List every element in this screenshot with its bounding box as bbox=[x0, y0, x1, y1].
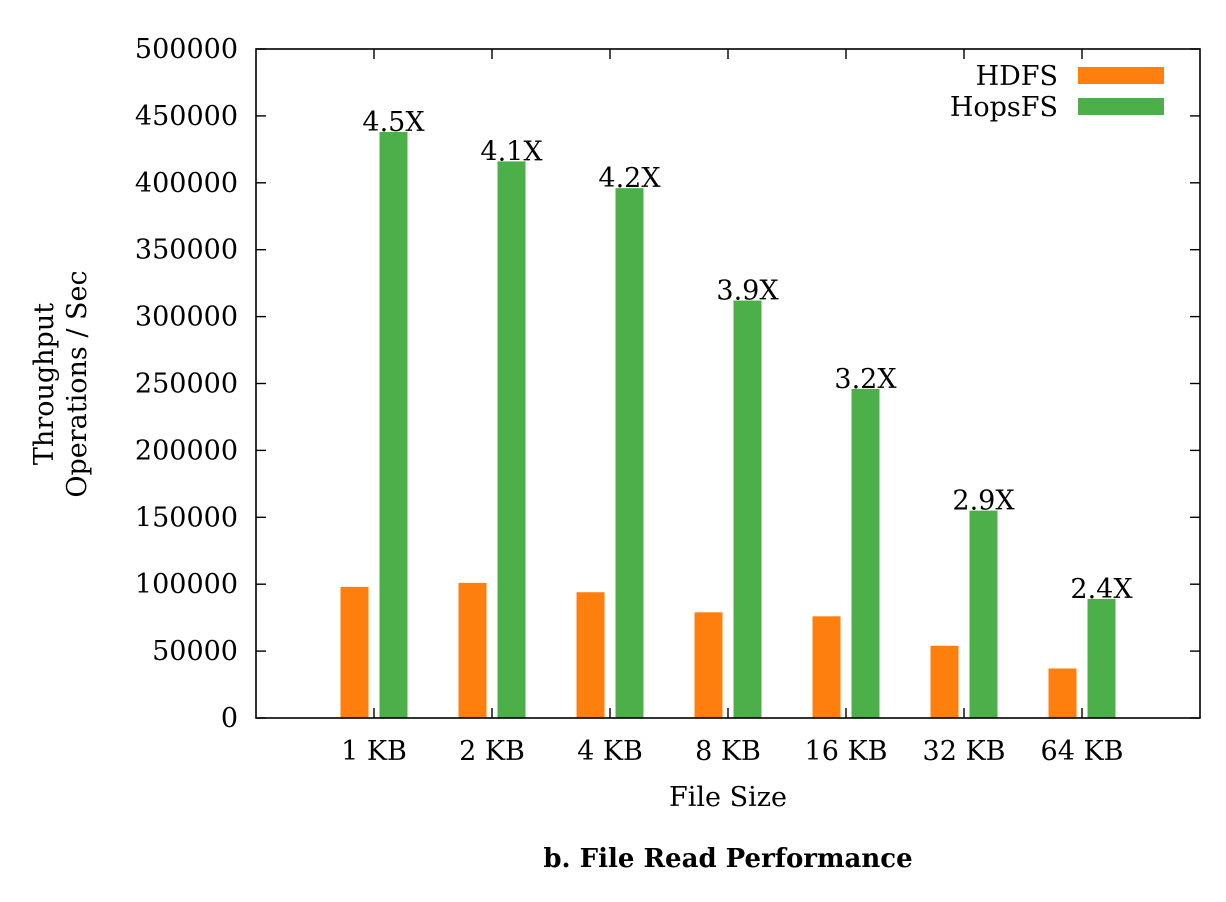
bar-hdfs-2kb bbox=[458, 582, 487, 718]
bar-hdfs-64kb bbox=[1048, 668, 1077, 718]
x-tick-label: 2 KB bbox=[459, 736, 525, 767]
x-tick-label: 64 KB bbox=[1041, 736, 1124, 767]
y-tick-label: 400000 bbox=[135, 168, 238, 199]
y-tick-label: 250000 bbox=[135, 369, 238, 400]
bar-hdfs-16kb bbox=[812, 616, 841, 718]
y-tick-label: 500000 bbox=[135, 34, 238, 65]
bar-hopsfs-16kb bbox=[851, 388, 880, 718]
bar-hopsfs-8kb bbox=[733, 300, 762, 718]
y-tick-label: 100000 bbox=[135, 569, 238, 600]
y-axis-label-line-1: Throughput bbox=[29, 303, 60, 465]
plot-frame bbox=[255, 48, 1201, 719]
axis-ticks: 0 50000 100000 150000 200000 250000 300000 3500… bbox=[135, 34, 1200, 767]
bar-hopsfs-1kb bbox=[379, 131, 408, 718]
ratio-label: 3.9X bbox=[716, 276, 779, 307]
bars bbox=[340, 131, 1116, 719]
y-tick-label: 300000 bbox=[135, 302, 238, 333]
x-tick-label: 32 KB bbox=[923, 736, 1006, 767]
chart-caption: b. File Read Performance bbox=[543, 844, 912, 874]
bar-hdfs-4kb bbox=[576, 592, 605, 718]
y-tick-label: 200000 bbox=[135, 435, 238, 466]
ratio-label: 3.2X bbox=[834, 364, 897, 395]
legend-label-hdfs: HDFS bbox=[976, 61, 1058, 92]
y-tick-label: 350000 bbox=[135, 235, 238, 266]
ratio-label: 2.9X bbox=[952, 486, 1015, 517]
y-axis-label-line-2: Operations / Sec bbox=[62, 270, 93, 497]
legend-label-hopsfs: HopsFS bbox=[950, 92, 1058, 123]
bar-hopsfs-4kb bbox=[615, 188, 644, 719]
bar-hdfs-1kb bbox=[340, 586, 369, 718]
x-tick-label: 16 KB bbox=[805, 736, 888, 767]
ratio-annotations: 4.5X 4.1X 4.2X 3.9X 3.2X 2.9X 2.4X bbox=[362, 107, 1133, 605]
y-tick-label: 450000 bbox=[135, 101, 238, 132]
x-tick-label: 1 KB bbox=[341, 736, 407, 767]
bar-hopsfs-2kb bbox=[497, 161, 526, 719]
bar-hdfs-32kb bbox=[930, 645, 959, 718]
y-tick-label: 0 bbox=[221, 703, 238, 734]
legend-swatch-hdfs bbox=[1078, 67, 1164, 84]
ratio-label: 4.2X bbox=[598, 163, 661, 194]
bar-hopsfs-32kb bbox=[969, 510, 998, 718]
y-tick-label: 50000 bbox=[152, 636, 238, 667]
ratio-label: 4.1X bbox=[480, 136, 543, 167]
y-tick-label: 150000 bbox=[135, 502, 238, 533]
legend-swatch-hopsfs bbox=[1078, 98, 1164, 115]
ratio-label: 2.4X bbox=[1070, 574, 1133, 605]
x-tick-label: 4 KB bbox=[577, 736, 643, 767]
x-axis-label: File Size bbox=[669, 782, 787, 813]
x-tick-label: 8 KB bbox=[695, 736, 761, 767]
bar-hopsfs-64kb bbox=[1087, 598, 1116, 718]
ratio-label: 4.5X bbox=[362, 107, 425, 138]
bar-hdfs-8kb bbox=[694, 612, 723, 718]
y-axis-label: Throughput Operations / Sec bbox=[29, 270, 93, 497]
